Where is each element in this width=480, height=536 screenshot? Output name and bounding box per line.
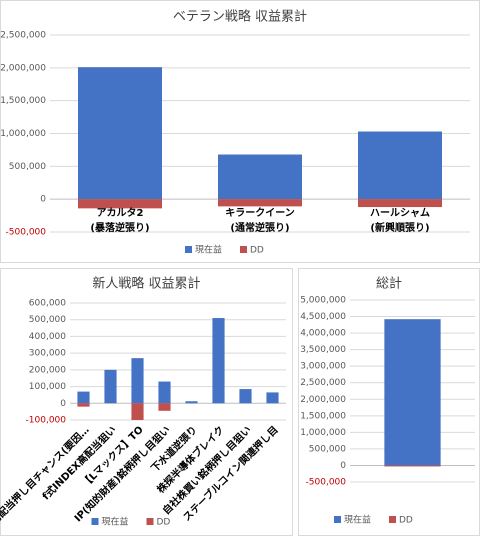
x-tick-label: ハールシャム xyxy=(370,207,430,219)
y-tick-label: 5,000,000 xyxy=(300,296,346,306)
y-tick-label: 200,000 xyxy=(29,365,66,375)
legend-label: 現在益 xyxy=(195,244,222,256)
bar xyxy=(131,403,144,420)
bar xyxy=(239,389,252,404)
y-tick-label: 0 xyxy=(60,399,66,409)
y-tick-label: 1,000,000 xyxy=(0,129,46,139)
y-tick-label: -500,000 xyxy=(6,228,47,238)
legend-swatch xyxy=(334,516,341,523)
y-tick-label: 100,000 xyxy=(29,382,66,392)
chart-title: 新人戦略 収益累計 xyxy=(92,276,200,292)
x-tick-label: (新興順張り) xyxy=(370,221,429,234)
bar xyxy=(78,199,162,209)
bar xyxy=(158,381,171,404)
y-tick-label: 4,000,000 xyxy=(300,329,346,339)
legend-label: 現在益 xyxy=(102,516,129,528)
y-tick-label: 600,000 xyxy=(29,299,66,309)
y-tick-label: 2,500,000 xyxy=(0,31,46,41)
y-tick-label: 500,000 xyxy=(29,315,66,325)
bar xyxy=(212,318,225,404)
x-tick-label: キラークイーン xyxy=(225,207,295,219)
bar xyxy=(384,319,441,466)
bar xyxy=(384,465,441,467)
bar xyxy=(185,401,198,404)
y-tick-label: 3,000,000 xyxy=(300,362,346,372)
bar xyxy=(131,358,144,404)
chart-title: 総計 xyxy=(376,276,402,292)
y-tick-label: -100,000 xyxy=(26,416,67,426)
bar xyxy=(104,369,117,404)
y-tick-label: 0 xyxy=(340,461,346,471)
y-tick-label: 3,500,000 xyxy=(300,345,346,355)
legend-swatch xyxy=(389,516,396,523)
bar xyxy=(77,403,90,407)
legend-label: DD xyxy=(250,246,264,256)
bar xyxy=(266,392,279,404)
y-tick-label: 300,000 xyxy=(29,349,66,359)
legend-swatch xyxy=(146,518,154,525)
y-tick-label: 1,500,000 xyxy=(0,96,46,106)
y-tick-label: 4,500,000 xyxy=(300,312,346,322)
y-tick-label: 500,000 xyxy=(9,162,46,172)
y-tick-label: 400,000 xyxy=(29,332,66,342)
bar xyxy=(77,391,90,404)
bar xyxy=(78,67,162,200)
y-tick-label: 2,000,000 xyxy=(0,63,46,73)
x-tick-label: アカルタ2 xyxy=(97,207,144,219)
y-tick-label: 2,000,000 xyxy=(300,395,346,405)
y-tick-label: 500,000 xyxy=(309,444,346,454)
chart-title: ベテラン戦略 収益累計 xyxy=(173,9,307,25)
bar xyxy=(218,154,302,200)
y-tick-label: 2,500,000 xyxy=(300,378,346,388)
legend-label: 現在益 xyxy=(344,514,371,526)
y-tick-label: 0 xyxy=(40,195,46,205)
bar xyxy=(358,199,442,208)
legend-swatch xyxy=(91,518,99,525)
x-tick-label: (暴落逆張り) xyxy=(90,221,149,234)
legend-swatch xyxy=(240,246,247,253)
y-tick-label: 1,000,000 xyxy=(300,428,346,438)
bar xyxy=(358,131,442,200)
legend-swatch xyxy=(185,246,192,253)
y-tick-label: 1,500,000 xyxy=(300,411,346,421)
x-tick-label: (通常逆張り) xyxy=(230,221,289,234)
legend-label: DD xyxy=(399,516,413,526)
y-tick-label: -500,000 xyxy=(306,478,347,488)
bar xyxy=(218,199,302,207)
legend-label: DD xyxy=(157,518,171,528)
bar xyxy=(158,403,171,411)
